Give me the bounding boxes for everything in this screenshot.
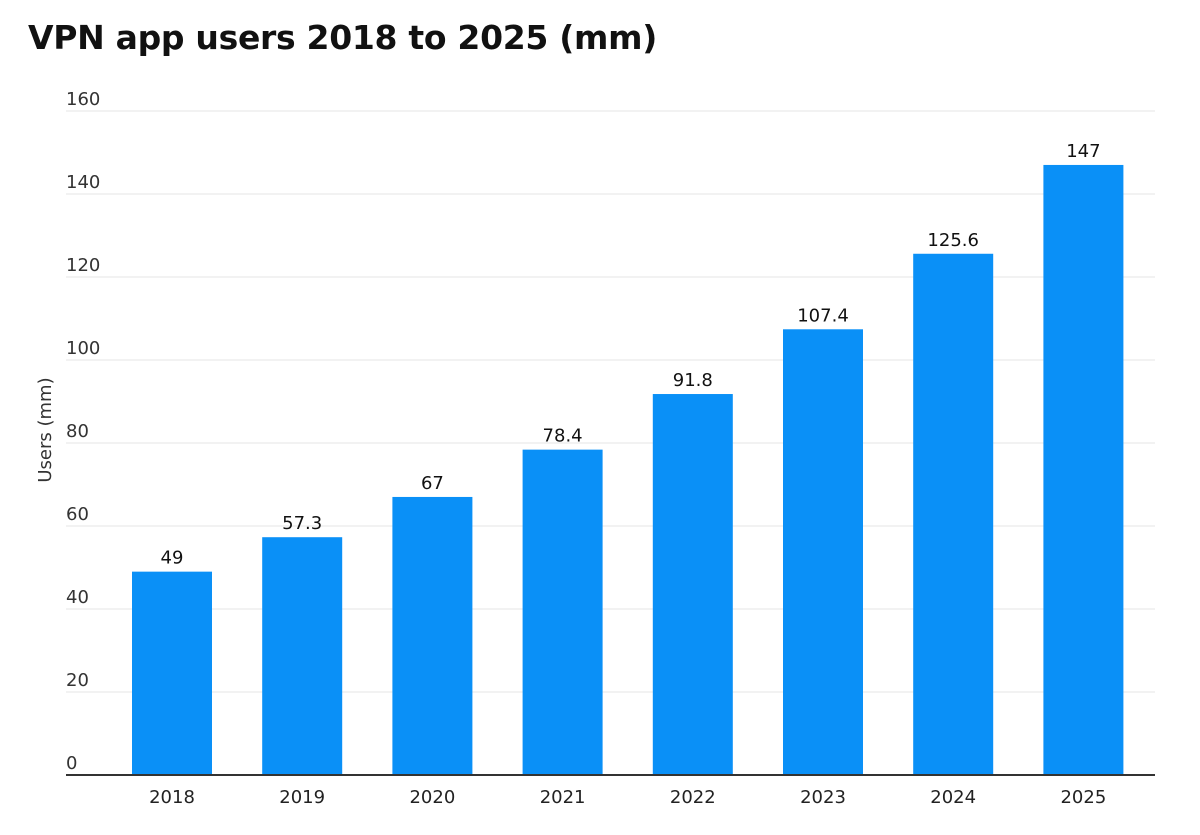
y-tick-label: 100	[66, 338, 100, 359]
x-tick-label: 2019	[279, 787, 325, 808]
x-tick-label: 2025	[1060, 787, 1106, 808]
y-tick-label: 0	[66, 753, 77, 774]
bar	[913, 253, 994, 775]
chart-title: VPN app users 2018 to 2025 (mm)	[28, 18, 657, 57]
data-label: 147	[1066, 141, 1100, 162]
x-tick-label: 2020	[409, 787, 455, 808]
y-tick-label: 40	[66, 587, 89, 608]
y-tick-label: 20	[66, 670, 89, 691]
bar	[1043, 164, 1124, 775]
y-tick-label: 60	[66, 504, 89, 525]
bar	[783, 329, 863, 775]
y-axis-ticks: 0 20 40 60 80 100 120 140 160	[66, 89, 100, 774]
y-tick-label: 140	[66, 172, 100, 193]
x-axis-ticks: 2018 2019 2020 2021 2022 2023 2024 2025	[149, 787, 1106, 808]
x-tick-label: 2018	[149, 787, 195, 808]
bars	[132, 164, 1124, 775]
y-tick-label: 160	[66, 89, 100, 110]
data-label: 57.3	[282, 513, 322, 534]
bar	[392, 496, 473, 775]
data-label: 91.8	[673, 370, 713, 391]
x-tick-label: 2023	[800, 787, 846, 808]
x-tick-label: 2021	[540, 787, 586, 808]
bar	[262, 537, 343, 775]
x-tick-label: 2022	[670, 787, 716, 808]
data-label: 67	[421, 473, 444, 494]
data-label: 49	[161, 548, 184, 569]
data-labels: 49 57.3 67 78.4 91.8 107.4 125.6 147	[161, 141, 1101, 569]
data-label: 125.6	[927, 230, 979, 251]
bar	[522, 449, 603, 775]
x-tick-label: 2024	[930, 787, 976, 808]
y-tick-label: 120	[66, 255, 100, 276]
y-axis-label: Users (mm)	[35, 377, 56, 482]
data-label: 78.4	[543, 426, 583, 447]
y-tick-label: 80	[66, 421, 89, 442]
bar	[132, 571, 212, 775]
bar	[652, 394, 733, 775]
data-label: 107.4	[797, 305, 849, 326]
gridlines	[66, 110, 1155, 693]
